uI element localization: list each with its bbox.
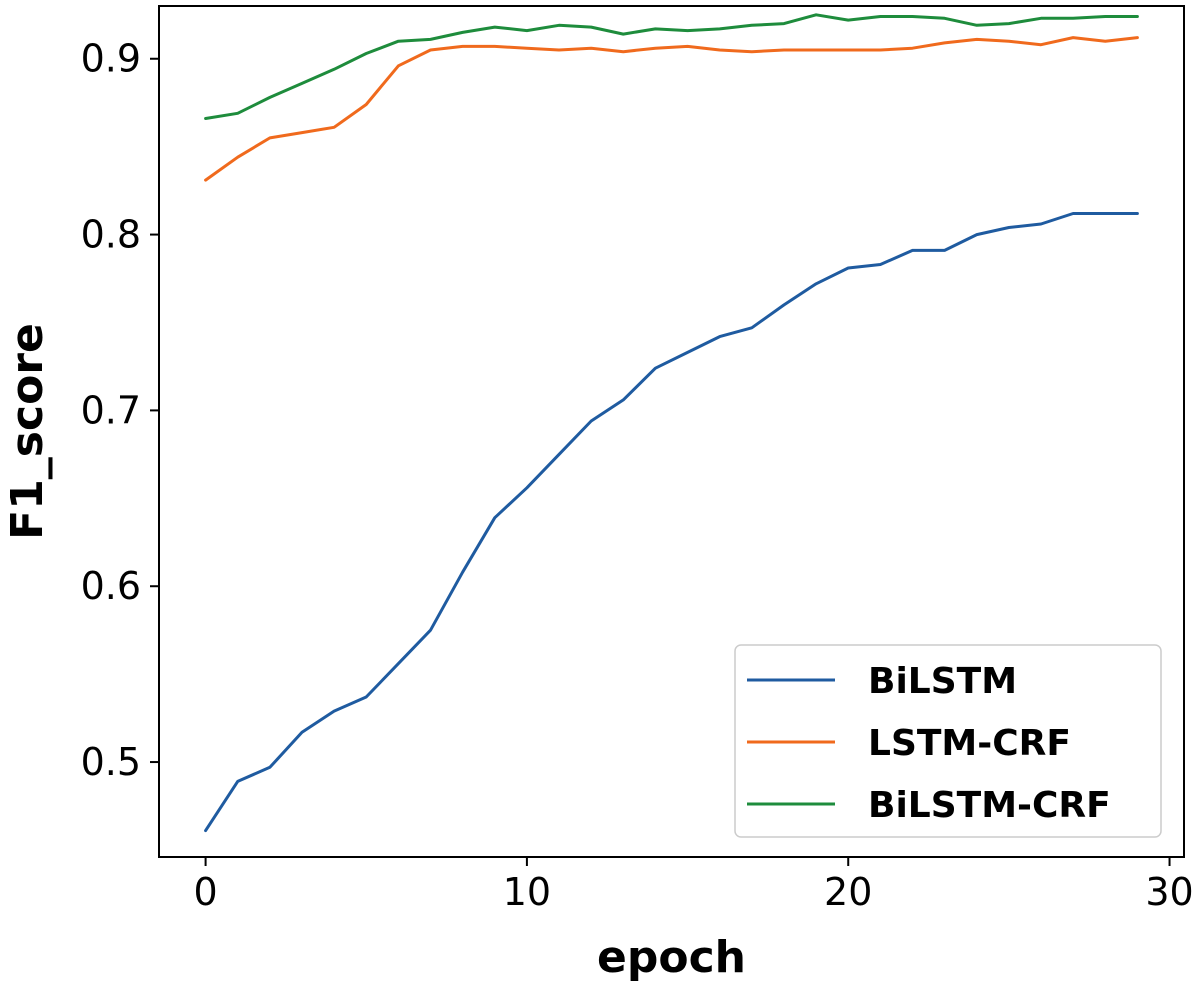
x-axis: 0 10 20 30 bbox=[193, 857, 1194, 914]
legend-label: LSTM-CRF bbox=[868, 723, 1071, 764]
y-tick-label: 0.7 bbox=[81, 388, 141, 432]
legend-box bbox=[734, 644, 1162, 838]
series-line-bilstm bbox=[204, 212, 1139, 833]
series-line-bilstm-crf bbox=[204, 13, 1139, 120]
legend: BiLSTM LSTM-CRF BiLSTM-CRF bbox=[734, 644, 1162, 838]
legend-label: BiLSTM bbox=[868, 661, 1017, 702]
x-tick-label: 30 bbox=[1145, 870, 1193, 914]
x-axis-title: epoch bbox=[597, 932, 746, 983]
series-line-lstm-crf bbox=[204, 36, 1139, 182]
y-tick-label: 0.9 bbox=[81, 37, 141, 81]
x-tick-label: 20 bbox=[824, 870, 872, 914]
series-layer bbox=[204, 13, 1139, 833]
y-axis-title: F1_score bbox=[2, 323, 53, 540]
y-tick-label: 0.8 bbox=[81, 213, 141, 257]
x-tick-label: 10 bbox=[503, 870, 551, 914]
y-axis: 0.5 0.6 0.7 0.8 0.9 bbox=[81, 37, 159, 784]
legend-label: BiLSTM-CRF bbox=[868, 785, 1111, 826]
y-tick-label: 0.6 bbox=[81, 564, 141, 608]
y-tick-label: 0.5 bbox=[81, 740, 141, 784]
x-tick-label: 0 bbox=[193, 870, 217, 914]
plot-frame bbox=[158, 5, 1185, 858]
